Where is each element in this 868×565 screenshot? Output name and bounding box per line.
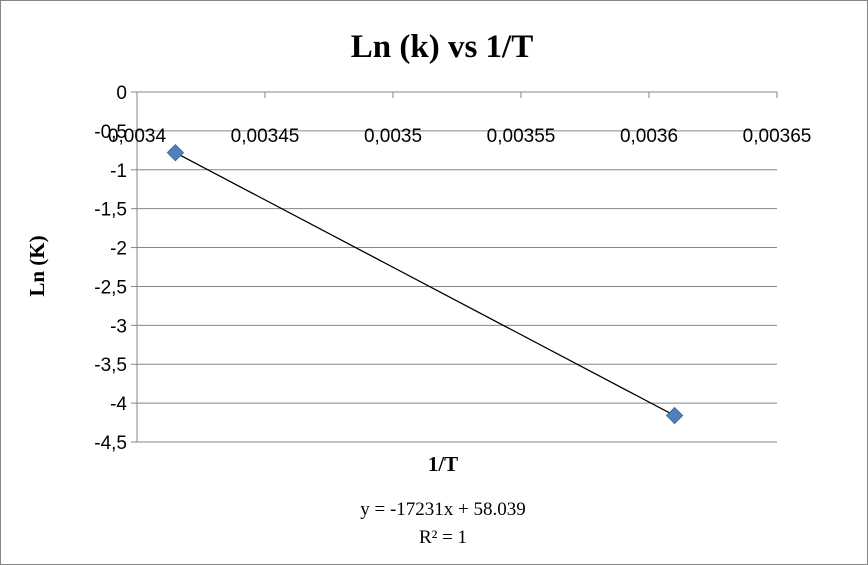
y-tick-label: 0 (116, 83, 127, 104)
x-tick-label: 0,00355 (487, 126, 556, 147)
trendline-group (175, 152, 675, 417)
y-tick-label: -2 (110, 239, 127, 260)
y-tick-label: -1,5 (94, 200, 127, 221)
x-tick-label: 0,0036 (620, 126, 678, 147)
y-axis: 0 -0,5 -1 -1,5 -2 -2,5 -3 -3,5 -4 -4,5 (94, 83, 138, 454)
x-tick-label: 0,00345 (231, 126, 300, 147)
x-tick-label: 0,0035 (364, 126, 422, 147)
y-tick-label: -1 (110, 161, 127, 182)
gridlines (137, 130, 777, 443)
trendline-equation: y = -17231x + 58.039 (360, 499, 526, 520)
x-axis: 0,0034 0,00345 0,0035 0,00355 0,0036 0,00365 (108, 91, 812, 147)
data-points (166, 143, 684, 425)
y-tick-label: -3,5 (94, 355, 127, 376)
y-tick-label: -4,5 (94, 433, 127, 454)
y-tick-label: -4 (110, 394, 127, 415)
y-axis-title: Ln (K) (25, 235, 49, 296)
y-tick-label: -3 (110, 316, 127, 337)
data-point (166, 143, 185, 162)
trendline-r-squared: R² = 1 (419, 527, 467, 548)
x-tick-label: 0,0034 (108, 126, 167, 147)
y-tick-label: -0,5 (94, 122, 127, 143)
data-point (665, 406, 684, 425)
trendline (175, 152, 675, 417)
chart-title: Ln (k) vs 1/T (351, 29, 533, 65)
x-axis-title: 1/T (428, 452, 458, 476)
y-tick-label: -2,5 (94, 277, 127, 298)
x-tick-label: 0,00365 (743, 126, 812, 147)
